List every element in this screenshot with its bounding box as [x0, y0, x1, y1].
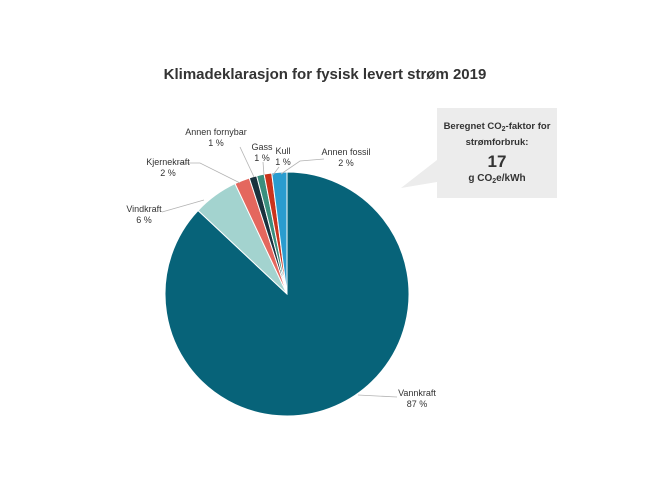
slice-percent: 1 % [254, 153, 270, 163]
leader-line-kull [272, 166, 280, 176]
slice-name: Kull [275, 146, 291, 156]
callout-heading-line1: Beregnet CO2-faktor for [437, 120, 557, 136]
slice-name: Vindkraft [126, 204, 162, 214]
slice-label-vannkraft: Vannkraft 87 % [392, 388, 442, 410]
slice-label-kull: Kull 1 % [270, 146, 296, 168]
callout-text: g CO [468, 173, 493, 184]
slice-name: Annen fornybar [185, 127, 247, 137]
slice-name: Annen fossil [321, 147, 371, 157]
slice-percent: 2 % [338, 158, 354, 168]
slice-percent: 1 % [275, 157, 291, 167]
leader-line-vindkraft [161, 199, 205, 213]
slice-label-vindkraft: Vindkraft 6 % [121, 204, 167, 226]
slice-label-annen-fornybar: Annen fornybar 1 % [176, 127, 256, 149]
slice-percent: 2 % [160, 168, 176, 178]
slice-name: Gass [251, 142, 273, 152]
leader-line-annen-fornybar [239, 146, 255, 178]
leader-line-vannkraft [357, 394, 398, 398]
pie-slices [164, 171, 410, 417]
leader-line-gass [262, 161, 265, 176]
callout-heading-line2: strømforbruk: [465, 137, 529, 148]
pie-slice-annen-fossil [271, 171, 288, 295]
slice-percent: 1 % [208, 138, 224, 148]
slice-label-annen-fossil: Annen fossil 2 % [316, 147, 376, 169]
callout-subscript: 2 [501, 126, 506, 133]
slice-name: Kjernekraft [146, 157, 190, 167]
co2-factor-value: 17 [487, 152, 507, 171]
co2-factor-unit: g CO2e/kWh [437, 172, 557, 188]
co2-factor-callout: Beregnet CO2-faktor for strømforbruk: 17… [437, 108, 557, 198]
leader-line-annen-fossil [280, 158, 325, 175]
slice-label-gass: Gass 1 % [249, 142, 275, 164]
callout-subscript: 2 [492, 178, 497, 185]
slice-percent: 6 % [136, 215, 152, 225]
slice-percent: 87 % [406, 399, 428, 409]
callout-text: -faktor for [505, 121, 551, 132]
callout-text: e/kWh [496, 173, 526, 184]
callout-box [401, 108, 557, 198]
slice-label-kjernekraft: Kjernekraft 2 % [138, 157, 198, 179]
leader-line-kjernekraft [178, 162, 241, 184]
callout-text: Beregnet CO [443, 121, 502, 132]
slice-name: Vannkraft [398, 388, 436, 398]
leader-lines [161, 146, 398, 398]
chart-title: Klimadeklarasjon for fysisk levert strøm… [163, 66, 487, 83]
